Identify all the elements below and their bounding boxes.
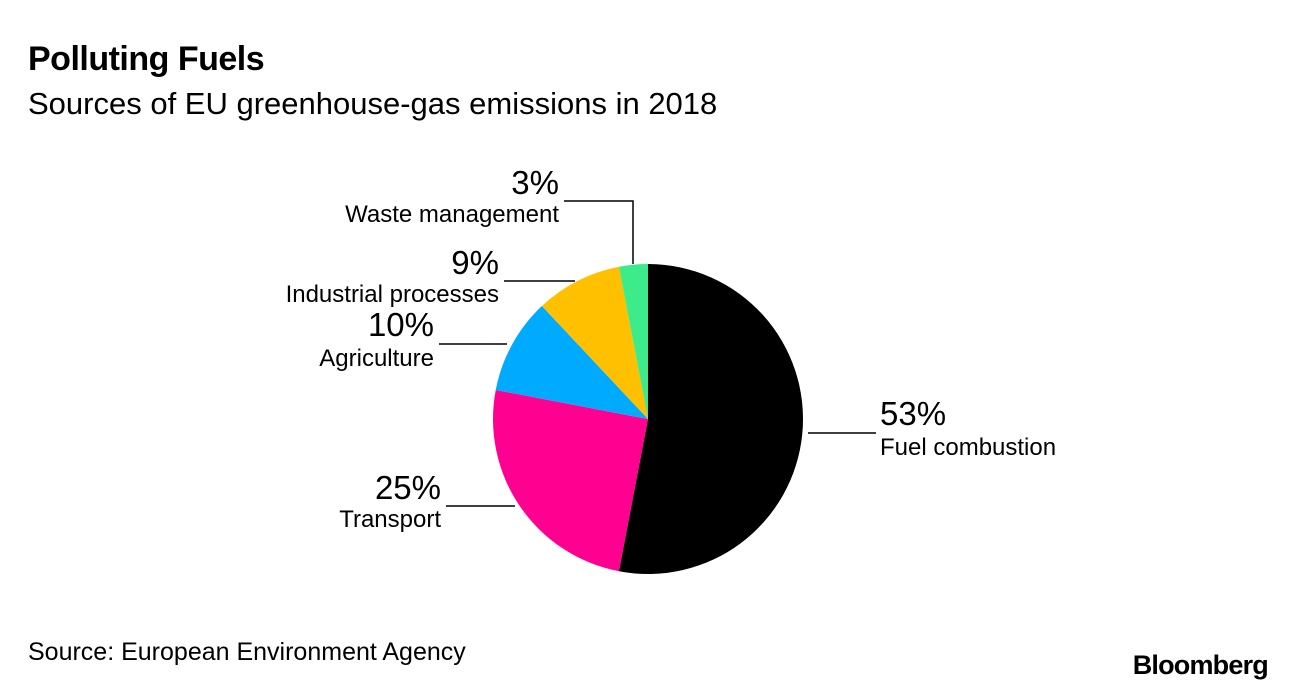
- leader-line-waste-management: [564, 200, 634, 264]
- pie-slice-waste-management: [618, 264, 648, 419]
- slice-labels: 53%Fuel combustion 25%Transport 10%Agricul…: [286, 164, 1057, 533]
- pie-slice-transport: [493, 389, 648, 572]
- data-label-category-waste-management: Waste management: [345, 201, 559, 228]
- data-label-category-fuel-combustion: Fuel combustion: [880, 434, 1056, 461]
- chart-title: Polluting Fuels: [28, 40, 265, 78]
- data-label-value-waste-management: 3%: [511, 164, 559, 201]
- data-label-value-fuel-combustion: 53%: [880, 395, 946, 432]
- data-label-category-agriculture: Agriculture: [319, 345, 434, 372]
- pie-slice-industrial-processes: [541, 266, 648, 419]
- pie-slice-fuel-combustion: [618, 264, 803, 574]
- data-label-value-industrial-processes: 9%: [451, 244, 499, 281]
- brand-logo: Bloomberg: [1132, 650, 1269, 680]
- data-label-value-transport: 25%: [375, 469, 441, 506]
- slice-leaders: [439, 200, 876, 507]
- data-label-value-agriculture: 10%: [368, 306, 434, 343]
- source-note: Source: European Environment Agency: [28, 638, 466, 666]
- pie-slice-agriculture: [495, 306, 648, 419]
- data-label-category-industrial-processes: Industrial processes: [286, 281, 499, 308]
- data-label-category-transport: Transport: [339, 506, 441, 533]
- chart-subtitle: Sources of EU greenhouse-gas emissions i…: [28, 86, 718, 121]
- pie-slices: [493, 264, 803, 574]
